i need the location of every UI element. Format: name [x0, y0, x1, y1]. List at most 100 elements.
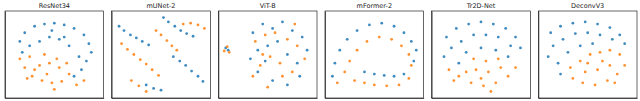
point — [584, 71, 587, 74]
point — [197, 75, 200, 78]
point — [343, 71, 346, 74]
points — [118, 16, 206, 93]
point — [514, 36, 517, 39]
point — [296, 62, 299, 65]
point — [160, 34, 163, 37]
point — [65, 62, 68, 65]
point — [276, 40, 279, 43]
point — [139, 58, 142, 61]
point — [269, 55, 272, 58]
point — [569, 66, 572, 69]
point — [552, 44, 555, 47]
point — [28, 44, 31, 47]
point — [467, 23, 470, 26]
point — [589, 53, 592, 56]
x-axis — [326, 98, 425, 99]
panel: mUNet-2 — [112, 2, 211, 99]
point — [83, 34, 86, 37]
point — [266, 44, 269, 47]
point — [197, 24, 200, 27]
point — [53, 88, 56, 91]
point — [152, 87, 155, 90]
point — [43, 23, 46, 26]
point — [586, 31, 589, 34]
point — [157, 74, 160, 77]
point — [73, 27, 76, 30]
point — [594, 84, 597, 87]
point — [83, 79, 86, 82]
point — [574, 32, 577, 35]
y-axis — [112, 12, 113, 99]
point — [606, 79, 609, 82]
plot-frame — [325, 11, 424, 98]
panel: mFormer-2 — [325, 2, 424, 99]
point — [166, 39, 169, 42]
point — [21, 51, 24, 54]
x-axis — [219, 98, 318, 99]
point — [38, 64, 41, 67]
panel-title: mFormer-2 — [357, 2, 392, 10]
point — [338, 49, 341, 52]
point — [368, 24, 371, 27]
point — [492, 23, 495, 26]
point — [336, 81, 339, 84]
point — [179, 29, 182, 32]
plot-frame — [5, 11, 104, 98]
point — [259, 64, 262, 67]
axis-line — [538, 12, 539, 99]
plot-frame — [218, 11, 317, 98]
point — [301, 36, 304, 39]
point — [497, 57, 500, 60]
point — [123, 29, 126, 32]
point — [623, 42, 626, 45]
point — [455, 27, 458, 30]
point — [448, 68, 451, 71]
point — [494, 81, 497, 84]
point — [480, 20, 483, 23]
point — [611, 38, 614, 41]
points — [18, 22, 92, 91]
point — [145, 63, 148, 66]
point — [298, 75, 301, 78]
point — [567, 51, 570, 54]
point — [291, 71, 294, 74]
point — [147, 44, 150, 47]
point — [254, 40, 257, 43]
point — [202, 80, 205, 83]
point — [378, 36, 381, 39]
point — [618, 53, 621, 56]
point — [33, 68, 36, 71]
point — [596, 23, 599, 26]
y-axis — [325, 12, 326, 99]
point — [249, 57, 252, 60]
point — [90, 51, 93, 54]
point — [571, 77, 574, 80]
point — [303, 57, 306, 60]
point — [87, 42, 90, 45]
axis-line — [112, 12, 113, 99]
point — [23, 31, 26, 34]
point — [261, 53, 264, 56]
point — [557, 62, 560, 65]
points — [331, 22, 418, 87]
point — [172, 55, 175, 58]
point — [126, 48, 129, 51]
point — [410, 40, 413, 43]
point — [63, 36, 66, 39]
point — [293, 23, 296, 26]
point — [26, 77, 29, 80]
point — [50, 29, 53, 32]
point — [223, 50, 226, 53]
x-axis — [112, 98, 211, 99]
y-axis — [538, 12, 539, 99]
point — [475, 68, 478, 71]
point — [251, 31, 254, 34]
point — [623, 64, 626, 67]
point — [63, 24, 66, 27]
panel-title: ResNet34 — [39, 2, 70, 10]
point — [445, 36, 448, 39]
plot-frame — [538, 11, 637, 98]
point — [78, 55, 81, 58]
point — [75, 84, 78, 87]
point — [472, 34, 475, 37]
